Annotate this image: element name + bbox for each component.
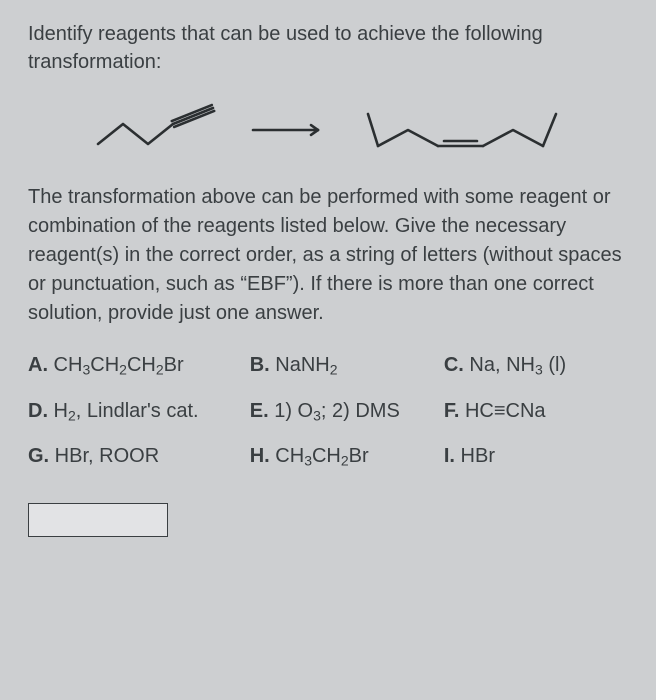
reagent-option: H. CH3CH2Br bbox=[250, 445, 434, 469]
question-explanation: The transformation above can be performe… bbox=[28, 183, 628, 328]
reagent-option: G. HBr, ROOR bbox=[28, 445, 240, 469]
reagent-option: B. NaNH2 bbox=[250, 354, 434, 378]
reaction-figure bbox=[28, 94, 628, 164]
question-card: Identify reagents that can be used to ac… bbox=[0, 0, 656, 700]
answer-input[interactable] bbox=[28, 503, 168, 537]
reagent-option: I. HBr bbox=[444, 445, 628, 469]
reagent-option: D. H2, Lindlar's cat. bbox=[28, 400, 240, 424]
reagent-option: C. Na, NH3 (l) bbox=[444, 354, 628, 378]
reagent-options: A. CH3CH2CH2Br B. NaNH2 C. Na, NH3 (l) D. H… bbox=[28, 354, 628, 469]
reagent-option: F. HC≡CNa bbox=[444, 400, 628, 424]
question-prompt: Identify reagents that can be used to ac… bbox=[28, 20, 628, 76]
reagent-option: E. 1) O3; 2) DMS bbox=[250, 400, 434, 424]
reagent-option: A. CH3CH2CH2Br bbox=[28, 354, 240, 378]
